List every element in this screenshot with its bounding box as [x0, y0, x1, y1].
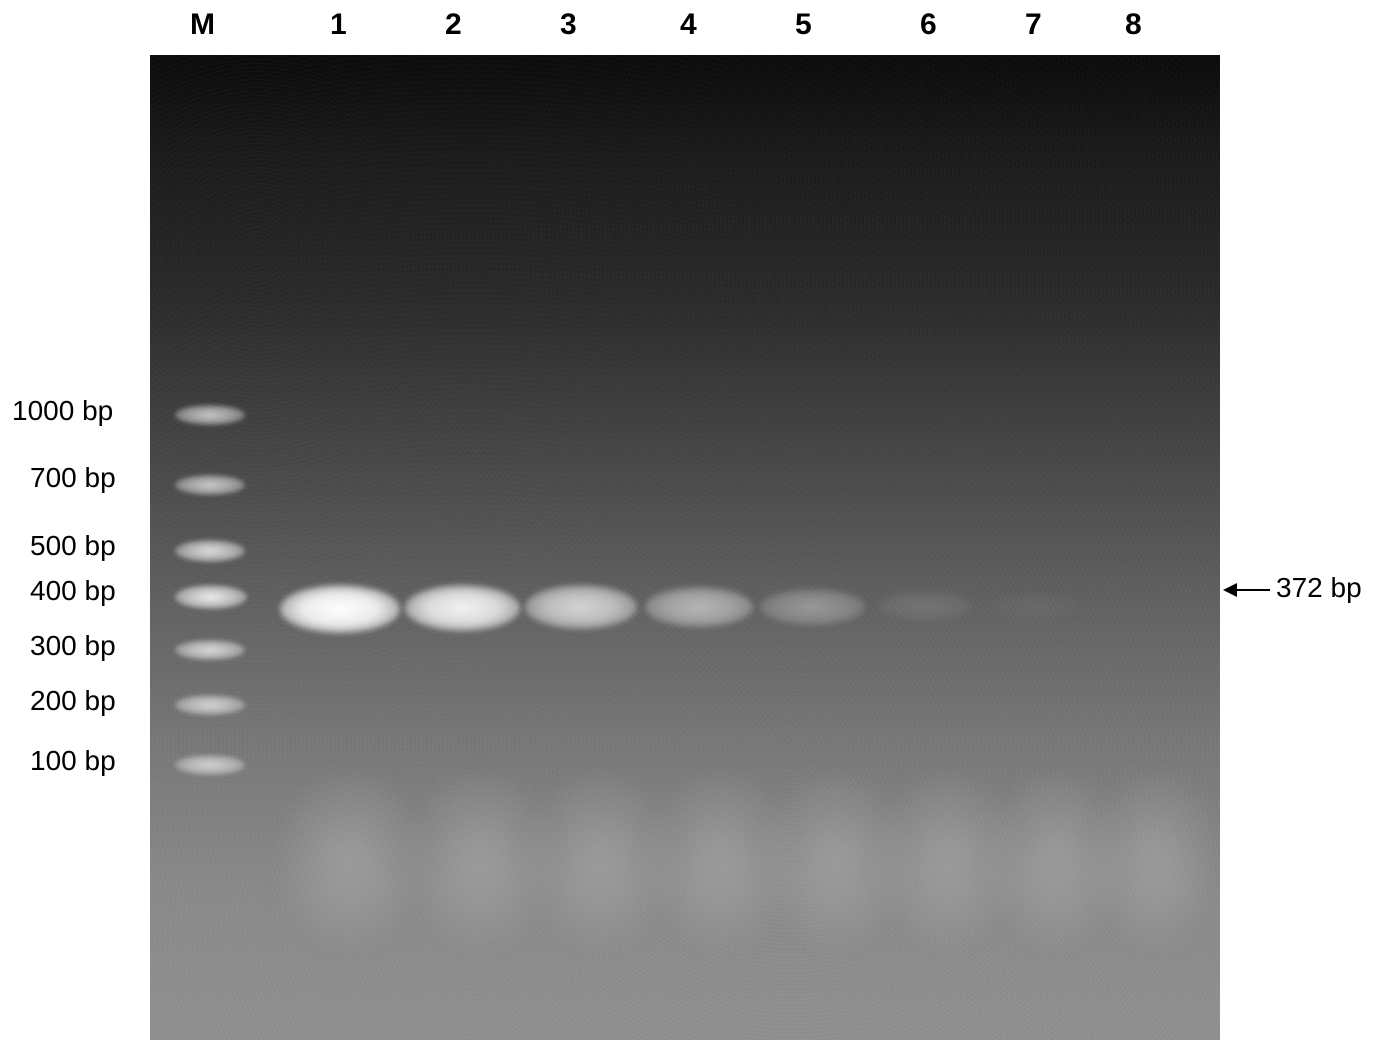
lane-label-5: 5: [795, 8, 812, 42]
sample-band-lane3: [525, 585, 637, 629]
smear-lane2: [410, 775, 550, 945]
arrow-left-icon: [1225, 572, 1270, 604]
ladder-label-400: 400 bp: [30, 575, 116, 607]
sample-band-lane2: [405, 585, 520, 631]
smear-lane1: [280, 775, 420, 945]
lane-label-2: 2: [445, 8, 462, 42]
smear-lane3: [530, 775, 670, 945]
ladder-band-500: [175, 540, 245, 562]
lane-label-1: 1: [330, 8, 347, 42]
sample-band-lane5: [760, 589, 865, 625]
ladder-band-300: [175, 640, 245, 660]
ladder-label-100: 100 bp: [30, 745, 116, 777]
sample-band-lane1: [280, 585, 400, 633]
ladder-band-100: [175, 755, 245, 775]
lane-label-marker: M: [190, 8, 215, 42]
ladder-label-200: 200 bp: [30, 685, 116, 717]
ladder-label-500: 500 bp: [30, 530, 116, 562]
sample-band-lane4: [645, 587, 753, 627]
product-size-annotation: 372 bp: [1225, 572, 1362, 604]
ladder-band-400: [175, 585, 247, 609]
smear-lane8: [1095, 775, 1215, 945]
ladder-band-1000: [175, 405, 245, 425]
ladder-label-300: 300 bp: [30, 630, 116, 662]
gel-figure-container: M 1 2 3 4 5 6 7 8 1000 bp 700 bp 500 bp …: [0, 0, 1387, 1057]
lane-label-8: 8: [1125, 8, 1142, 42]
ladder-band-700: [175, 475, 245, 495]
lane-label-7: 7: [1025, 8, 1042, 42]
lane-label-6: 6: [920, 8, 937, 42]
product-size-label: 372 bp: [1276, 572, 1362, 604]
sample-band-lane6: [878, 591, 973, 621]
gel-image: [150, 55, 1220, 1040]
ladder-label-1000: 1000 bp: [12, 395, 113, 427]
ladder-label-700: 700 bp: [30, 462, 116, 494]
lane-label-3: 3: [560, 8, 577, 42]
ladder-band-200: [175, 695, 245, 715]
sample-band-lane7: [990, 593, 1080, 619]
lane-label-4: 4: [680, 8, 697, 42]
